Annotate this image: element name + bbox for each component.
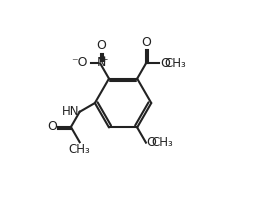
Text: CH₃: CH₃ bbox=[69, 143, 91, 156]
Text: O: O bbox=[160, 57, 170, 70]
Text: ⁻O: ⁻O bbox=[71, 56, 88, 69]
Text: O: O bbox=[146, 136, 156, 149]
Text: O: O bbox=[48, 121, 58, 133]
Text: HN: HN bbox=[61, 105, 79, 118]
Text: N: N bbox=[96, 56, 106, 69]
Text: O: O bbox=[96, 39, 106, 51]
Text: +: + bbox=[100, 55, 107, 64]
Text: CH₃: CH₃ bbox=[164, 57, 186, 70]
Text: O: O bbox=[141, 36, 151, 49]
Text: CH₃: CH₃ bbox=[151, 136, 173, 149]
